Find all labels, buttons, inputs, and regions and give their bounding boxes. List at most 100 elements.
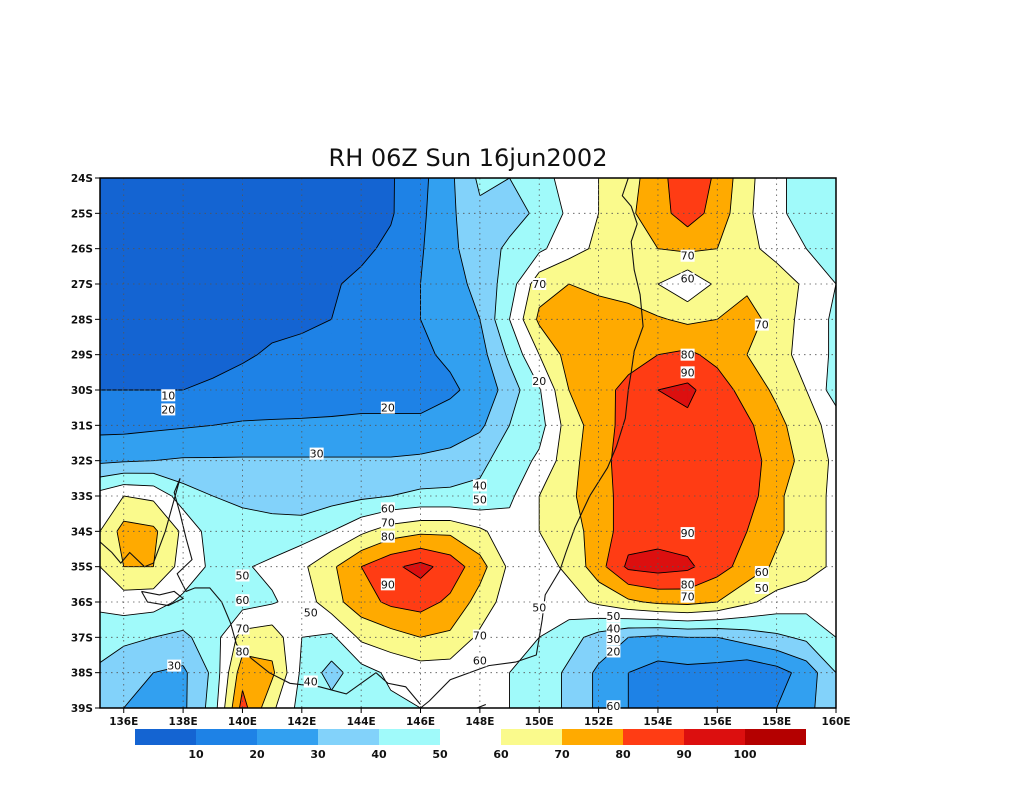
contour-label-bg [680, 578, 695, 591]
axis-layer: 136E 138E 140E 142E 144E 146E 148E 150E 152E 154E… [71, 173, 851, 728]
contour-line-40 [100, 178, 836, 708]
contour-label-bg [532, 375, 547, 388]
y-tick-label: 28S [71, 314, 93, 326]
y-tick-label: 34S [71, 526, 93, 538]
contour-label-bg [472, 654, 487, 667]
contour-label: 70 [473, 630, 487, 643]
colorbar-label: 30 [310, 748, 326, 761]
contour-label: 50 [473, 494, 487, 507]
x-tick-label: 150E [525, 716, 554, 728]
x-tick-label: 160E [821, 716, 850, 728]
x-tick-label: 156E [703, 716, 732, 728]
colorbar-label: 60 [493, 748, 509, 761]
contour-label-bg [754, 318, 769, 331]
contour-label: 40 [606, 623, 620, 636]
contour-label: 60 [755, 566, 769, 579]
contour-label: 70 [681, 250, 695, 263]
contour-label: 60 [473, 654, 487, 667]
colorbar-bin [257, 729, 318, 745]
contour-label-bg [606, 633, 621, 646]
contour-label-bg [754, 581, 769, 594]
colorbar-bin [440, 729, 501, 745]
y-tick-label: 26S [71, 244, 93, 256]
contour-label-bg [680, 366, 695, 379]
x-tick-label: 146E [406, 716, 435, 728]
colorbar-bin [379, 729, 440, 745]
x-tick-label: 142E [287, 716, 316, 728]
y-tick-label: 39S [71, 703, 93, 715]
colorbar-bin [745, 729, 806, 745]
y-tick-label: 32S [71, 456, 93, 468]
contour-label: 30 [606, 633, 620, 646]
x-tick-label: 140E [228, 716, 257, 728]
contour-label: 30 [167, 660, 181, 673]
contour-label: 20 [606, 645, 620, 658]
contour-label-bg [380, 530, 395, 543]
y-tick-label: 37S [71, 632, 93, 644]
contour-label-bg [380, 516, 395, 529]
contour-label: 40 [473, 479, 487, 492]
x-tick-label: 152E [584, 716, 613, 728]
contour-label-bg [235, 622, 250, 635]
contour-label: 40 [304, 676, 318, 689]
contour-label: 70 [755, 319, 769, 332]
y-tick-label: 36S [71, 597, 93, 609]
contour-label-bg [161, 389, 176, 402]
y-tick-label: 24S [71, 173, 93, 185]
x-tick-label: 158E [762, 716, 791, 728]
colorbar-bin [623, 729, 684, 745]
contour-label: 90 [381, 578, 395, 591]
y-tick-label: 25S [71, 208, 93, 220]
coastline-segment [100, 478, 421, 705]
colorbar-label: 50 [432, 748, 448, 761]
y-tick-label: 38S [71, 668, 93, 680]
y-tick-label: 31S [71, 420, 93, 432]
contour-label: 80 [381, 531, 395, 544]
contour-label-bg [303, 606, 318, 619]
chart-title: RH 06Z Sun 16jun2002 [329, 144, 608, 172]
contour-line-90 [402, 382, 697, 579]
contour-label: 60 [381, 502, 395, 515]
contour-label-bg [680, 590, 695, 603]
contour-label-bg [472, 479, 487, 492]
contour-label-bg [754, 565, 769, 578]
contour-label-bg [303, 675, 318, 688]
contour-label: 50 [532, 601, 546, 614]
contour-label: 10 [161, 389, 175, 402]
plot-frame [99, 177, 837, 709]
coastline-segment [141, 590, 185, 607]
colorbar-bin [318, 729, 379, 745]
contour-label: 80 [235, 645, 249, 658]
contour-label-bg [235, 569, 250, 582]
contour-label-bg [532, 278, 547, 290]
colorbar-bin [196, 729, 257, 745]
contour-label-bg [161, 403, 176, 416]
contour-label: 20 [532, 375, 546, 388]
x-tick-label: 144E [347, 716, 376, 728]
contour-label-bg [309, 447, 324, 460]
y-tick-label: 30S [71, 385, 93, 397]
x-tick-label: 136E [109, 716, 138, 728]
contour-label-bg [680, 348, 695, 361]
x-tick-label: 148E [465, 716, 494, 728]
contour-label-bg [380, 502, 395, 515]
coastline-segment [420, 178, 644, 708]
contour-label: 50 [235, 570, 249, 583]
contour-label: 80 [681, 349, 695, 362]
contour-label-bg [606, 700, 621, 713]
colorbar-label: 40 [371, 748, 387, 761]
colorbar-label: 10 [188, 748, 204, 761]
contour-label-bg [235, 645, 250, 658]
x-tick-label: 138E [169, 716, 198, 728]
contour-label: 20 [381, 402, 395, 415]
colorbar: 10 20 30 40 50 60 70 80 90 100 [135, 729, 806, 761]
contour-label: 90 [681, 527, 695, 540]
contour-label-bg [680, 249, 695, 262]
contour-label-bg [606, 622, 621, 635]
contour-label-bg [680, 527, 695, 540]
contour-label: 60 [681, 273, 695, 286]
colorbar-bin [562, 729, 623, 745]
contour-label: 70 [235, 623, 249, 636]
contour-label-bg [532, 601, 547, 614]
